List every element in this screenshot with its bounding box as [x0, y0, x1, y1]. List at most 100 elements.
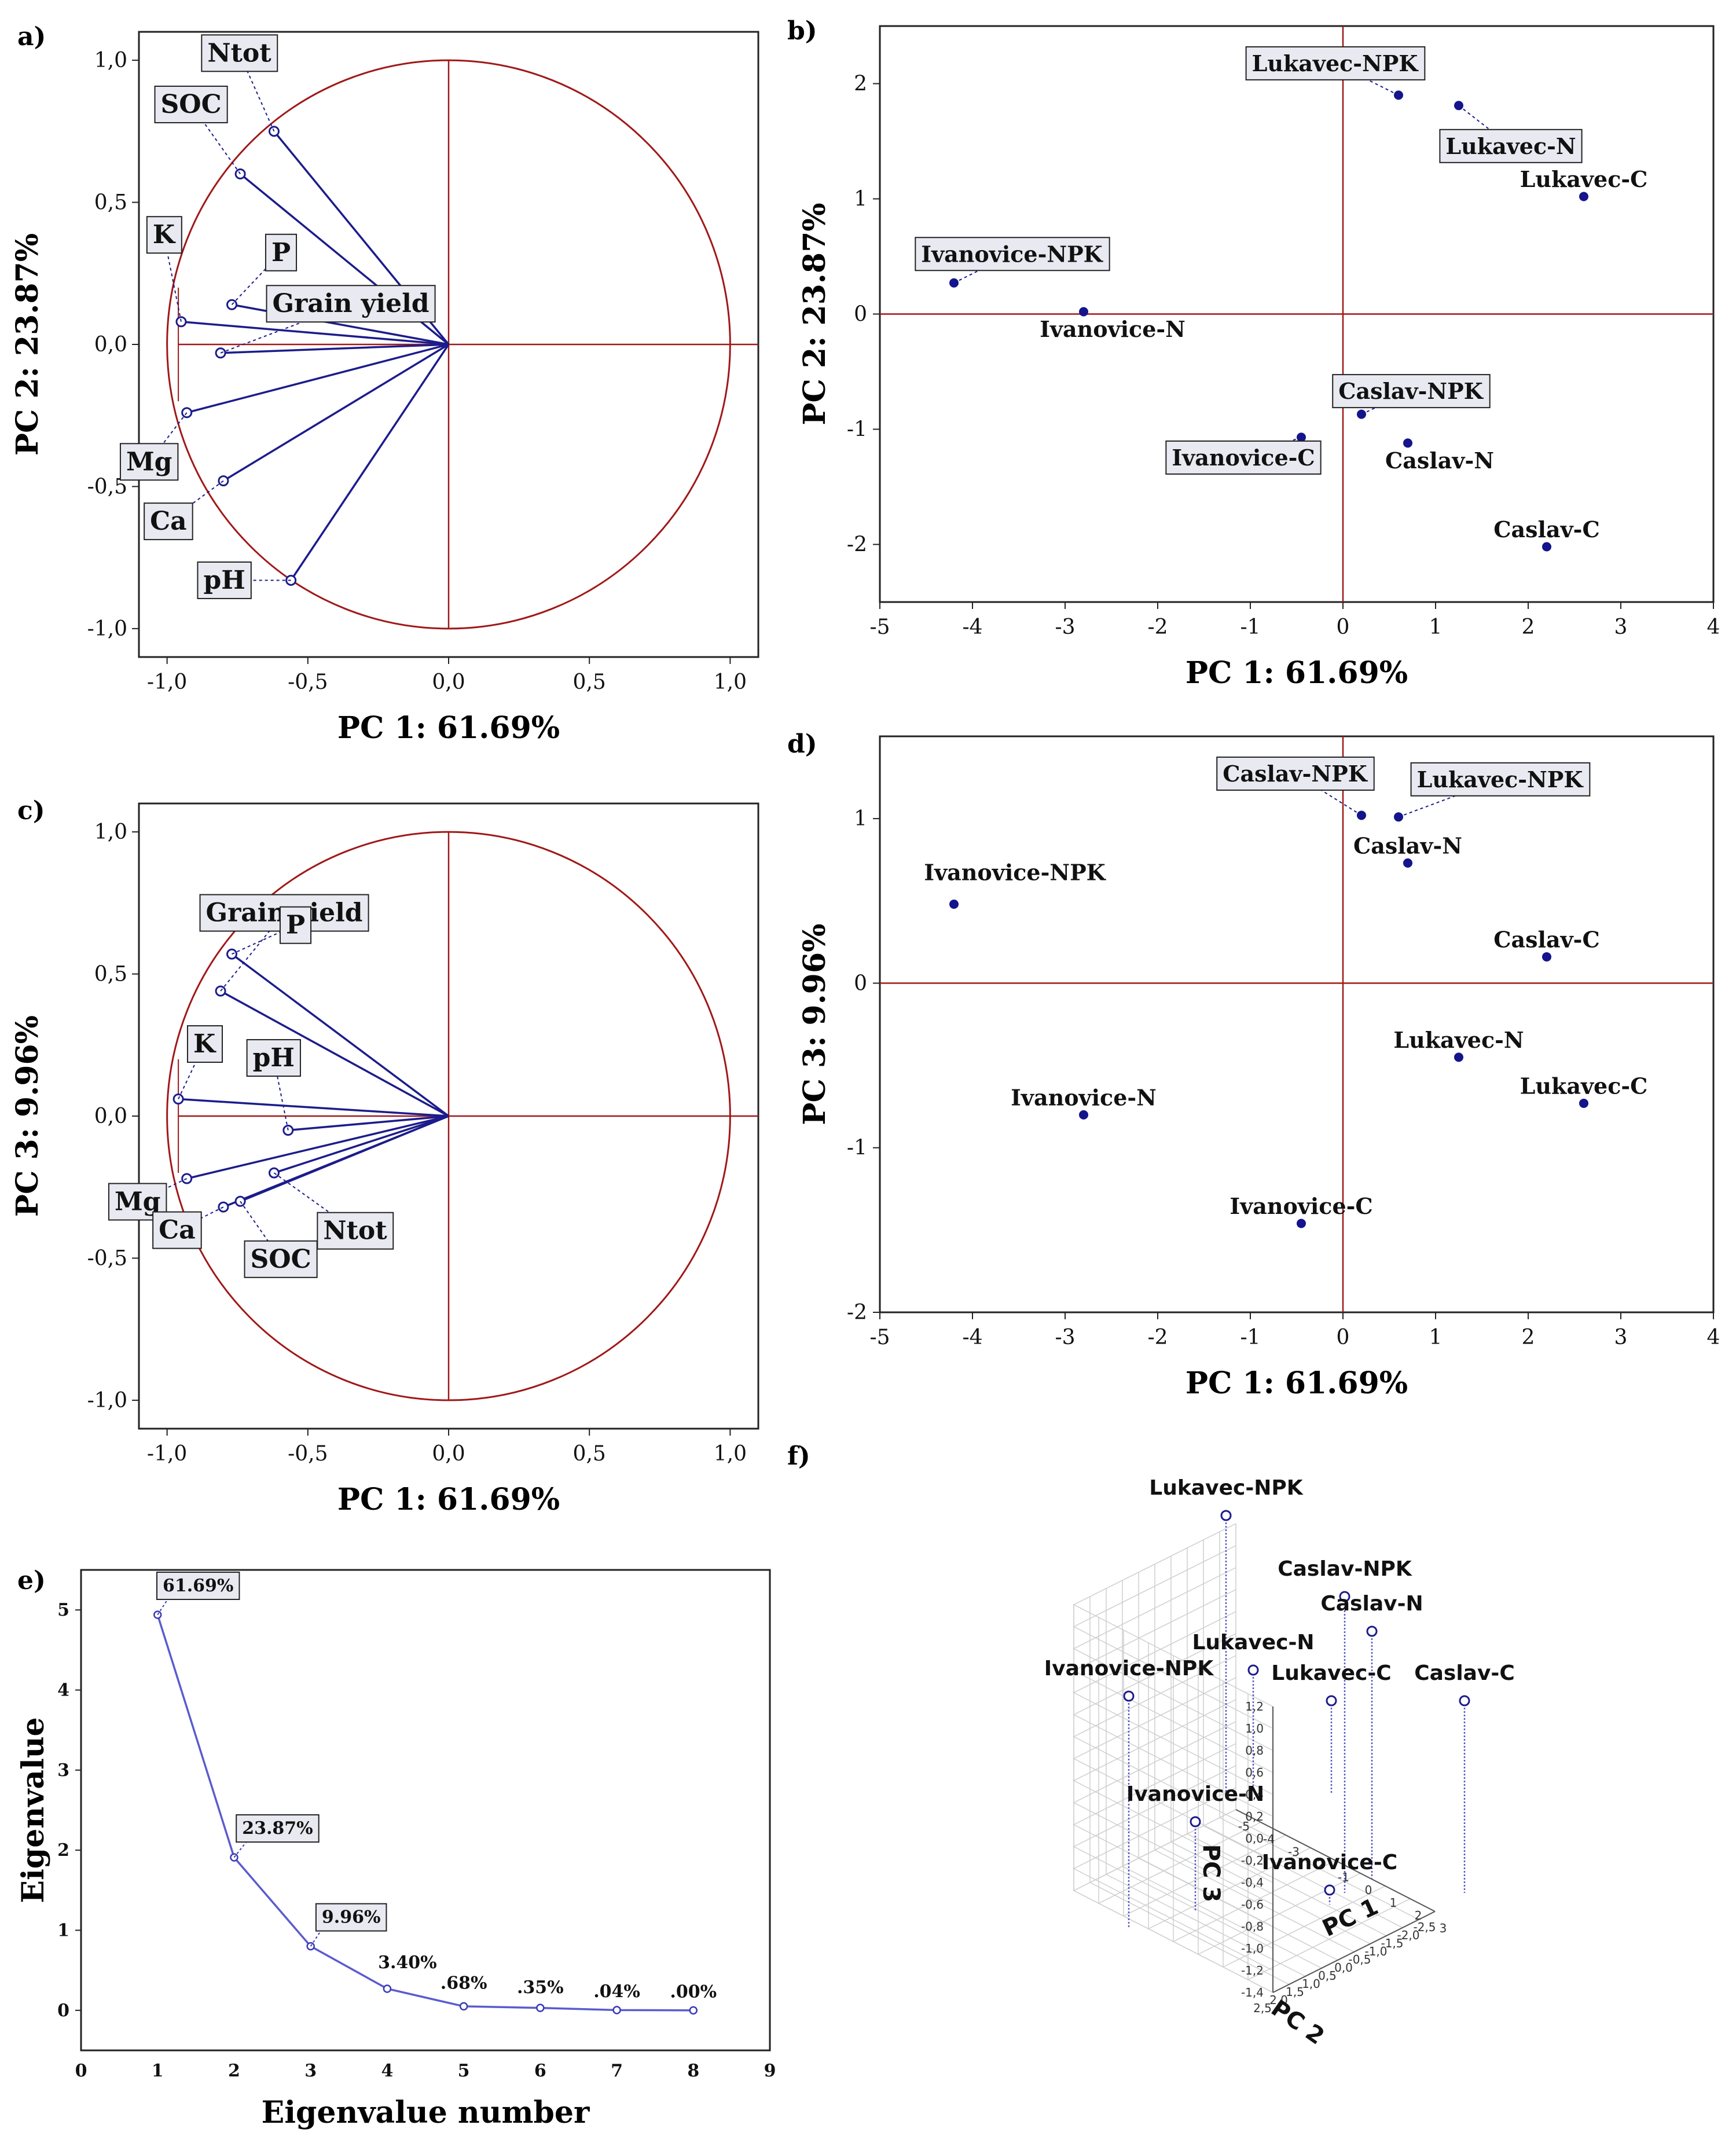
y-tick-label: -2	[847, 1301, 867, 1324]
panel-label-a: a)	[17, 22, 46, 52]
point-3d-lukavec-n	[1247, 1664, 1259, 1676]
variance-label-box	[236, 1814, 320, 1843]
variable-label-mg: Mg	[126, 447, 172, 476]
z-tick-label: 0,6	[1245, 1766, 1264, 1779]
y-tick-label: 0,5	[94, 191, 127, 215]
eigenvalue-point	[459, 2002, 468, 2011]
z-tick-label: 0,4	[1245, 1788, 1264, 1801]
score-point-lukavec-n	[1454, 101, 1463, 111]
score-point-ivanovice-npk	[949, 278, 959, 288]
z-tick-label: 0,8	[1245, 1744, 1264, 1757]
point-label-ivanovice-npk: Ivanovice-NPK	[1044, 1657, 1214, 1680]
x-tick-label: -2	[1147, 615, 1168, 639]
point-label-lukavec-npk: Lukavec-NPK	[1417, 766, 1584, 792]
point-label-lukavec-c: Lukavec-C	[1520, 1073, 1648, 1099]
x-tick-label: -2	[1147, 1326, 1168, 1349]
score-point-ivanovice-n	[1079, 307, 1088, 317]
y-tick-label: 0,5	[1318, 1969, 1337, 1983]
y-tick-label: 1,5	[1286, 1985, 1304, 1999]
z-tick-label: 1,0	[1245, 1722, 1264, 1735]
x-tick-label: 2	[228, 2061, 240, 2081]
z-axis-title: PC 3	[1198, 1844, 1224, 1902]
x-axis-title: PC 1: 61.69%	[337, 710, 560, 746]
score-point-lukavec-npk	[1394, 812, 1403, 822]
y-axis-title: PC 2: 23.87%	[10, 233, 45, 456]
variable-label-p-box	[265, 233, 298, 271]
loading-vector-grain-yield	[220, 990, 449, 1117]
variance-label: .04%	[593, 1981, 640, 2002]
point-3d-caslav-npk	[1339, 1591, 1350, 1602]
leader-line	[1398, 779, 1500, 818]
point-label-ivanovice-n: Ivanovice-N	[1040, 316, 1186, 342]
point-label-lukavec-npk: Lukavec-NPK	[1252, 50, 1419, 76]
z-tick-label: 0,0	[1245, 1832, 1264, 1845]
wall-grid-line	[1073, 1611, 1273, 1795]
point-label-ivanovice-c-box	[1165, 440, 1322, 475]
y-tick-label: -1,0	[87, 1389, 127, 1412]
variable-label-ph-box	[197, 561, 252, 599]
point-label-ivanovice-c: Ivanovice-C	[1262, 1851, 1397, 1874]
x-tick-label: 2	[1522, 1326, 1535, 1349]
y-axis-title: PC 3: 9.96%	[10, 1015, 45, 1217]
variance-label-box	[156, 1571, 240, 1600]
variable-label-k-box	[146, 216, 182, 254]
floor-grid-line	[1187, 1833, 1387, 1936]
z-tick-label: 0,2	[1245, 1810, 1264, 1823]
wall-grid-line	[1073, 1523, 1273, 1707]
variable-label-soc: SOC	[161, 90, 222, 119]
y-tick-label: 0,0	[94, 333, 127, 357]
wall-grid-line	[1073, 1699, 1273, 1883]
variable-label-ntot-box	[201, 34, 278, 72]
x-tick-label: 1	[1390, 1896, 1397, 1910]
point-label-caslav-npk-box	[1332, 374, 1491, 409]
score-plot-pc1-pc3: -5 -4 -3 -2 -1 0 1 2 3 4 1 0 -1 -2 PC 1: 61.69% PC 3: 9…	[797, 735, 1720, 1401]
x-tick-label: 1	[1429, 615, 1443, 639]
wall-grid-line	[1073, 1655, 1273, 1839]
point-label-lukavec-c: Lukavec-C	[1271, 1661, 1391, 1685]
y-tick-label: -0,5	[1348, 1953, 1371, 1966]
point-label-lukavec-c: Lukavec-C	[1520, 166, 1648, 192]
variance-label-box	[315, 1903, 387, 1932]
point-3d-caslav-c	[1459, 1695, 1470, 1707]
score-point-ivanovice-npk	[949, 899, 959, 909]
point-label-lukavec-npk-box	[1410, 762, 1591, 797]
score-point-lukavec-c	[1579, 1098, 1588, 1108]
y-tick-label: 1,0	[94, 820, 127, 844]
x-tick-label: -5	[869, 1326, 890, 1349]
variance-label: .35%	[517, 1977, 564, 1998]
z-tick-label: 1,2	[1245, 1700, 1264, 1713]
point-label-caslav-n: Caslav-N	[1385, 447, 1494, 474]
y-tick-label: -1	[847, 418, 867, 442]
x-tick-label: 2	[1522, 615, 1535, 639]
score-plot-pc1-pc2: -5 -4 -3 -2 -1 0 1 2 3 4 2 1 0 -1 -2 PC 1: 61.69% PC 2: …	[797, 25, 1720, 691]
loading-vector-p	[231, 953, 450, 1117]
score-point-caslav-n	[1403, 438, 1412, 448]
point-label-lukavec-n-box	[1439, 129, 1583, 163]
x-tick-label: 4	[381, 2061, 393, 2081]
x-tick-label: 9	[764, 2061, 776, 2081]
y-tick-label: 2	[854, 72, 867, 96]
variance-label: .68%	[441, 1973, 487, 1993]
point-3d-ivanovice-npk	[1123, 1690, 1135, 1702]
score-point-caslav-n	[1403, 858, 1412, 868]
y-tick-label: -0,5	[87, 1246, 127, 1270]
variable-label-mg-box	[119, 443, 179, 481]
x-axis-title: PC 1: 61.69%	[337, 1482, 560, 1517]
x-tick-label: 0,0	[432, 670, 465, 694]
x-tick-label: -1	[1338, 1870, 1349, 1884]
variable-label-grain-yield: Grain yield	[273, 289, 430, 318]
wall-grid-line	[1073, 1677, 1273, 1861]
loading-vector-k	[181, 320, 449, 346]
y-tick-label: 0	[57, 2001, 69, 2021]
leader-line	[273, 1058, 289, 1131]
wall-grid-line	[1073, 1589, 1273, 1773]
panel-label-e: e)	[17, 1566, 46, 1595]
point-label-ivanovice-npk-box	[915, 237, 1110, 271]
panel-label-d: d)	[787, 729, 817, 759]
z-tick-label: -0,8	[1241, 1920, 1264, 1933]
variable-label-ntot: Ntot	[323, 1216, 387, 1246]
wall-grid-line	[1073, 1765, 1273, 1949]
point-label-caslav-n: Caslav-N	[1353, 832, 1462, 858]
score-point-lukavec-n	[1454, 1052, 1463, 1062]
y-tick-label: -1	[847, 1136, 867, 1160]
